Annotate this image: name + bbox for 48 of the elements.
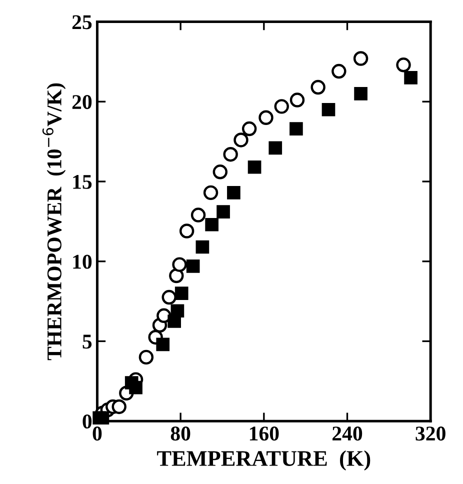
point xyxy=(138,350,154,365)
point xyxy=(205,218,218,232)
point xyxy=(170,304,184,318)
point xyxy=(216,205,230,219)
point xyxy=(290,122,303,136)
point xyxy=(404,71,418,84)
x-tick-label: 160 xyxy=(250,426,279,441)
point xyxy=(268,141,282,155)
point xyxy=(290,92,305,108)
point xyxy=(174,286,188,300)
y-tick-label: 15 xyxy=(73,174,92,189)
y-tick-label: 10 xyxy=(73,254,92,269)
point xyxy=(190,208,206,222)
y-axis-title: THERMOPOWER (10$^{−6}$V/K) xyxy=(42,83,66,360)
point xyxy=(274,99,289,114)
x-axis-title: TEMPERATURE (K) xyxy=(157,450,370,471)
x-tick-label: 320 xyxy=(416,426,446,441)
point xyxy=(227,186,240,200)
point xyxy=(112,399,126,414)
point xyxy=(354,86,368,100)
point xyxy=(203,185,218,200)
point xyxy=(223,146,238,162)
y-tick-label: 0 xyxy=(82,414,92,429)
point xyxy=(179,224,194,238)
point xyxy=(353,51,368,66)
point xyxy=(310,80,326,95)
x-tick-label: 0 xyxy=(92,426,102,441)
point xyxy=(156,338,170,352)
point xyxy=(186,259,200,273)
point xyxy=(396,58,411,72)
point xyxy=(169,268,184,284)
y-tick-label: 5 xyxy=(82,334,92,349)
x-tick-label: 80 xyxy=(170,426,190,441)
point xyxy=(322,102,336,116)
y-tick-label: 20 xyxy=(72,95,92,110)
point xyxy=(258,110,274,125)
point xyxy=(332,64,346,79)
point xyxy=(242,121,257,136)
y-tick-label: 25 xyxy=(72,15,92,30)
x-tick-label: 240 xyxy=(332,426,362,441)
point xyxy=(212,164,228,180)
point xyxy=(129,380,142,394)
point xyxy=(172,257,187,272)
point xyxy=(234,132,248,148)
point xyxy=(162,290,176,305)
point xyxy=(96,411,110,425)
point xyxy=(196,240,210,254)
point xyxy=(248,160,262,174)
